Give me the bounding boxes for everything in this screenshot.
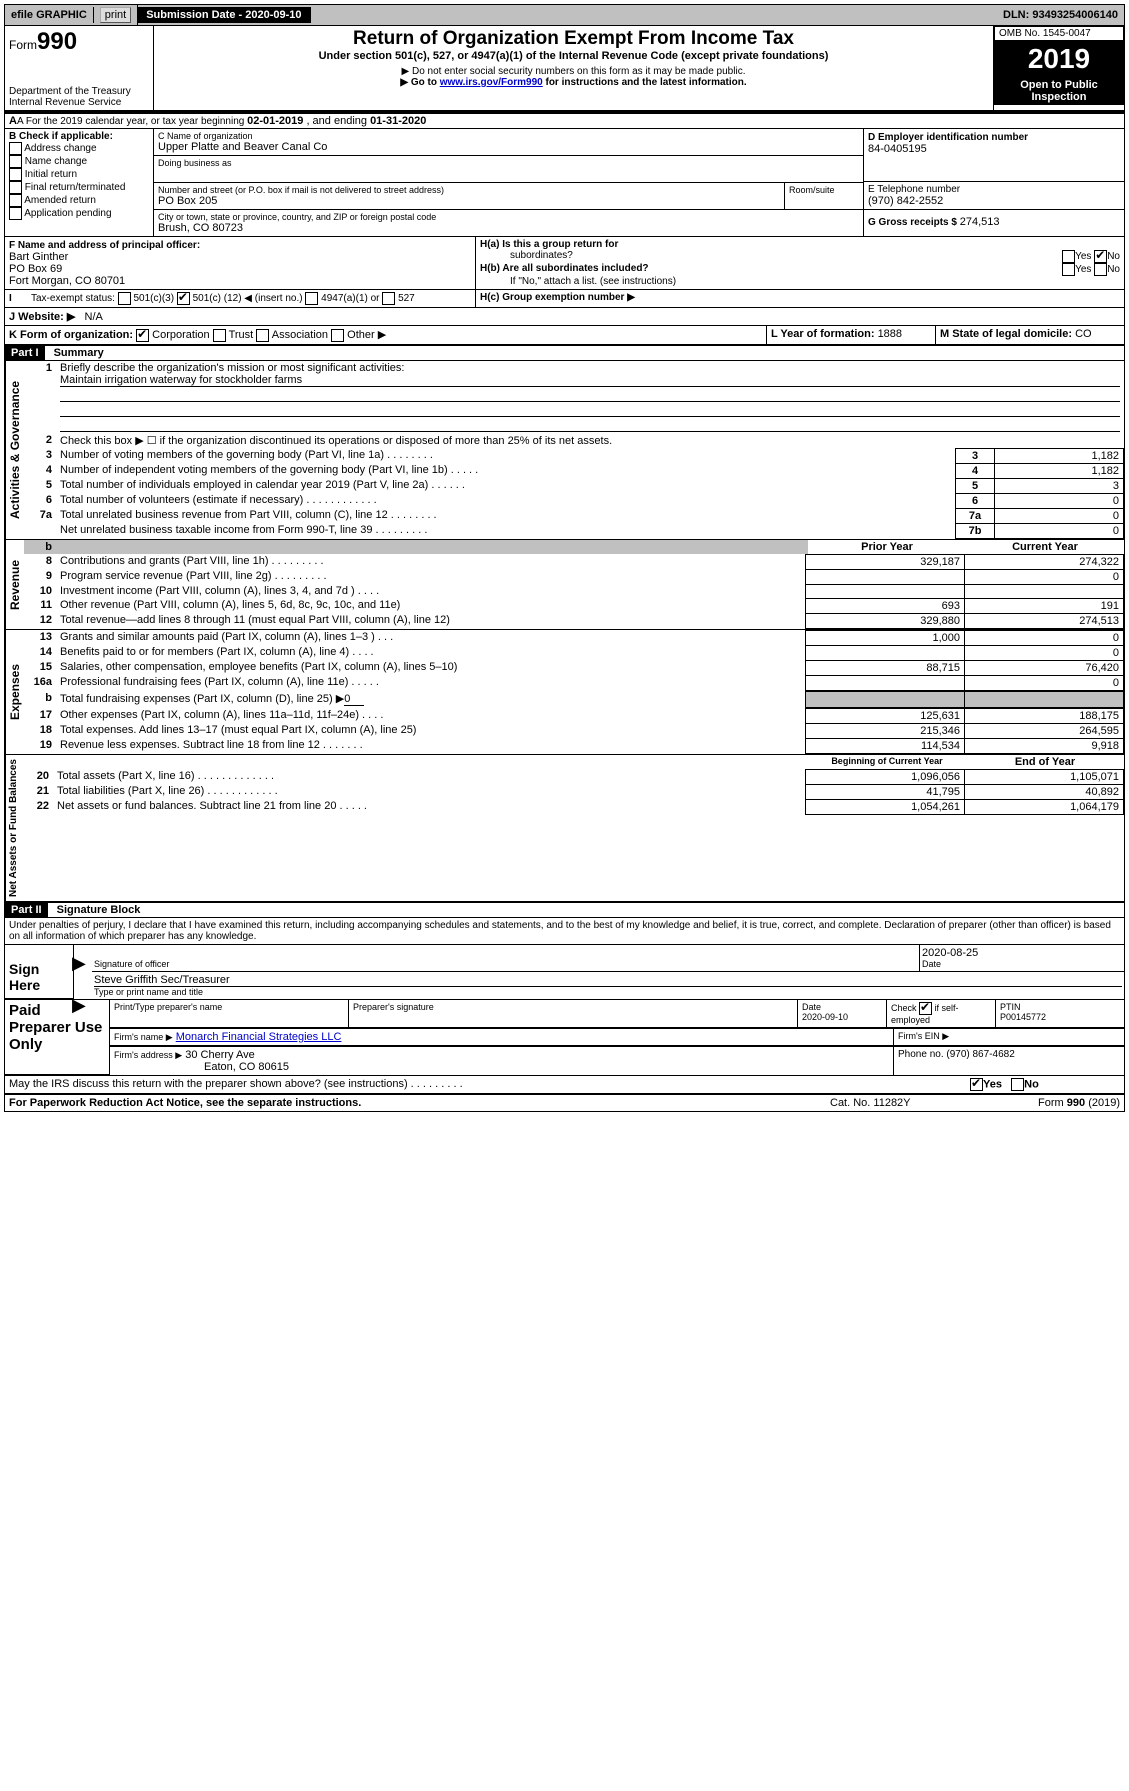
line1-a: Maintain irrigation waterway for stockho…	[60, 374, 1120, 387]
hb-note: If "No," attach a list. (see instruction…	[480, 276, 1120, 287]
ein-value: 84-0405195	[868, 143, 1120, 155]
col-current: Current Year	[966, 540, 1124, 554]
efile-label: efile GRAPHIC	[5, 7, 94, 23]
dba-label: Doing business as	[158, 158, 859, 168]
sign-here-label: Sign Here	[5, 945, 73, 999]
part1-label: Part I	[5, 346, 45, 360]
line1-q: Briefly describe the organization's miss…	[60, 362, 404, 374]
toolbar-spacer	[311, 13, 998, 17]
box-j: J Website: ▶ N/A	[5, 308, 1124, 325]
hc-label: H(c) Group exemption number ▶	[476, 290, 1124, 308]
room-label: Room/suite	[785, 183, 863, 210]
print-button-wrap: print	[94, 5, 138, 25]
officer-name: Bart Ginther	[9, 251, 471, 263]
vlabel-rev: Revenue	[5, 540, 24, 629]
tax-year: 2019	[994, 41, 1124, 77]
ssn-note: ▶ Do not enter social security numbers o…	[158, 66, 989, 77]
box-k: K Form of organization: Corporation Trus…	[5, 326, 767, 344]
irs-label: Internal Revenue Service	[9, 97, 149, 108]
vlabel-exp: Expenses	[5, 630, 24, 754]
col-prior: Prior Year	[808, 540, 966, 554]
dept-treasury: Department of the Treasury	[9, 86, 149, 97]
org-name: Upper Platte and Beaver Canal Co	[158, 141, 859, 153]
pra-notice: For Paperwork Reduction Act Notice, see …	[9, 1097, 830, 1109]
sig-date: 2020-08-25	[922, 947, 1122, 959]
discuss-q: May the IRS discuss this return with the…	[9, 1078, 970, 1091]
vlabel-net: Net Assets or Fund Balances	[5, 755, 21, 901]
sig-officer-label: Signature of officer	[94, 959, 917, 969]
cat-no: Cat. No. 11282Y	[830, 1097, 980, 1109]
officer-addr2: Fort Morgan, CO 80701	[9, 275, 471, 287]
phone-label: E Telephone number	[868, 184, 1120, 195]
form-subtitle: Under section 501(c), 527, or 4947(a)(1)…	[158, 50, 989, 62]
line2: Check this box ▶ ☐ if the organization d…	[56, 433, 1124, 448]
part2-label: Part II	[5, 903, 48, 917]
vlabel-ag: Activities & Governance	[5, 361, 24, 539]
form-title: Return of Organization Exempt From Incom…	[158, 28, 989, 50]
form-footer: Form 990 (2019)	[980, 1097, 1120, 1109]
addr-label: Number and street (or P.O. box if mail i…	[158, 185, 780, 195]
line-a: AA For the 2019 calendar year, or tax ye…	[5, 114, 1124, 129]
phone-value: (970) 842-2552	[868, 195, 1120, 207]
c-name-label: C Name of organization	[158, 131, 859, 141]
ha-label: H(a) Is this a group return for	[480, 239, 1120, 250]
firm-link[interactable]: Monarch Financial Strategies LLC	[176, 1031, 342, 1043]
f-label: F Name and address of principal officer:	[9, 240, 200, 251]
goto-note: ▶ Go to www.irs.gov/Form990 for instruct…	[158, 77, 989, 88]
open-public: Open to PublicInspection	[994, 77, 1124, 105]
dln-label: DLN: 93493254006140	[997, 7, 1124, 23]
part1-title: Summary	[48, 347, 104, 359]
sig-name: Steve Griffith Sec/Treasurer	[94, 974, 1122, 987]
paid-label: Paid Preparer Use Only	[5, 1000, 110, 1075]
city-label: City or town, state or province, country…	[158, 212, 859, 222]
sig-name-label: Type or print name and title	[94, 987, 1122, 997]
print-button[interactable]: print	[100, 7, 131, 23]
col-bcy: Beginning of Current Year	[808, 755, 966, 769]
sig-date-label: Date	[922, 959, 1122, 969]
box-i: ITax-exempt status: 501(c)(3) 501(c) (12…	[5, 290, 476, 308]
box-l: L Year of formation: 1888	[767, 326, 936, 344]
gross-label: G Gross receipts $	[868, 217, 960, 228]
box-m: M State of legal domicile: CO	[936, 326, 1124, 344]
box-b: B Check if applicable: Address change Na…	[5, 129, 154, 237]
irs-link[interactable]: www.irs.gov/Form990	[440, 77, 543, 88]
top-toolbar: efile GRAPHIC print Submission Date - 20…	[4, 4, 1125, 26]
part2-title: Signature Block	[51, 904, 141, 916]
prep-name-h: Print/Type preparer's name	[110, 1000, 349, 1028]
org-city: Brush, CO 80723	[158, 222, 859, 234]
form-number: Form990	[9, 28, 149, 56]
perjury-text: Under penalties of perjury, I declare th…	[5, 918, 1124, 945]
firm-ein: Firm's EIN ▶	[894, 1029, 1124, 1046]
submission-date: Submission Date - 2020-09-10	[138, 7, 310, 23]
officer-addr1: PO Box 69	[9, 263, 471, 275]
col-eoy: End of Year	[966, 755, 1124, 769]
org-address: PO Box 205	[158, 195, 780, 207]
gross-value: 274,513	[960, 216, 1000, 228]
ein-label: D Employer identification number	[868, 132, 1028, 143]
prep-sig-h: Preparer's signature	[349, 1000, 798, 1028]
omb-number: OMB No. 1545-0047	[994, 26, 1124, 41]
